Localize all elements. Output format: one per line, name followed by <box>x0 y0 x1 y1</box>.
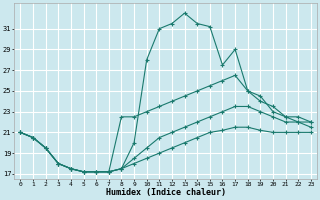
X-axis label: Humidex (Indice chaleur): Humidex (Indice chaleur) <box>106 188 226 197</box>
